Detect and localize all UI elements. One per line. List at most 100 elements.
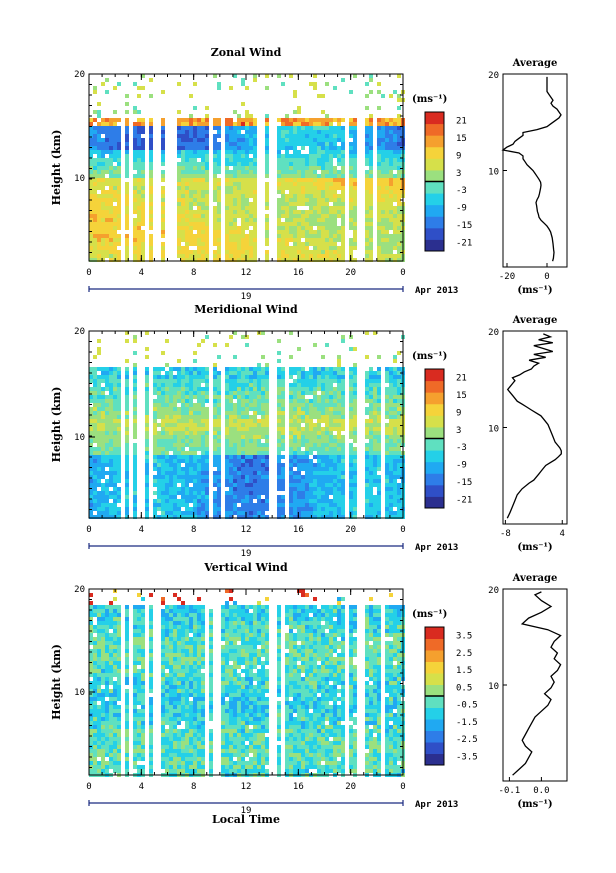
heatmap-cell (213, 431, 217, 435)
heatmap-cell (101, 507, 105, 511)
heatmap-cell (349, 202, 353, 206)
heatmap-cell (225, 118, 229, 122)
heatmap-cell (205, 162, 209, 166)
heatmap-cell (289, 258, 293, 262)
heatmap-cell (201, 194, 205, 198)
heatmap-cell (93, 467, 97, 471)
heatmap-cell (381, 122, 385, 126)
heatmap-cell (181, 214, 185, 218)
heatmap-cell (249, 407, 253, 411)
heatmap-cell (389, 503, 393, 507)
heatmap-cell (257, 363, 261, 367)
heatmap-cell (321, 387, 325, 391)
heatmap-cell (265, 463, 269, 467)
heatmap-cell (237, 395, 241, 399)
heatmap-cell (125, 254, 129, 258)
heatmap-cell (329, 435, 333, 439)
heatmap-cell (313, 479, 317, 483)
heatmap-cell (337, 451, 341, 455)
heatmap-cell (321, 222, 325, 226)
heatmap-cell (265, 383, 269, 387)
heatmap-cell (93, 507, 97, 511)
heatmap-cell (241, 375, 245, 379)
heatmap-cell (141, 210, 145, 214)
heatmap-cell (325, 206, 329, 210)
heatmap-cell (101, 198, 105, 202)
heatmap-cell (189, 471, 193, 475)
heatmap-cell (233, 230, 237, 234)
heatmap-cell (289, 186, 293, 190)
heatmap-cell (97, 467, 101, 471)
heatmap-cell (125, 499, 129, 503)
heatmap-cell (373, 471, 377, 475)
heatmap-cell (297, 427, 301, 431)
heatmap-cell (385, 423, 389, 427)
heatmap-cell (189, 427, 193, 431)
heatmap-cell (377, 355, 381, 359)
heatmap-cell (113, 423, 117, 427)
heatmap-cell (217, 483, 221, 487)
heatmap-cell (309, 367, 313, 371)
heatmap-cell (385, 503, 389, 507)
heatmap-cell (285, 122, 289, 126)
heatmap-cell (165, 495, 169, 499)
heatmap-cell (385, 511, 389, 515)
heatmap-cell (321, 122, 325, 126)
heatmap-cell (177, 439, 181, 443)
heatmap-cell (341, 367, 345, 371)
heatmap-cell (385, 138, 389, 142)
heatmap-cell (261, 407, 265, 411)
heatmap-cell (245, 507, 249, 511)
heatmap-cell (205, 178, 209, 182)
heatmap-cell (341, 483, 345, 487)
heatmap-cell (393, 375, 397, 379)
heatmap-cell (225, 142, 229, 146)
colorbar-segment (425, 227, 444, 240)
heatmap-cell (325, 242, 329, 246)
heatmap-cell (201, 459, 205, 463)
heatmap-cell (389, 174, 393, 178)
heatmap-cell (385, 491, 389, 495)
heatmap-cell (301, 198, 305, 202)
heatmap-cell (397, 226, 401, 230)
heatmap-cell (165, 387, 169, 391)
heatmap-cell (241, 234, 245, 238)
heatmap-cell (393, 495, 397, 499)
heatmap-cell (317, 182, 321, 186)
average-y-tick: 10 (488, 425, 499, 435)
heatmap-cell (333, 443, 337, 447)
heatmap-cell (93, 242, 97, 246)
heatmap-cell (237, 242, 241, 246)
heatmap-cell (305, 443, 309, 447)
heatmap-cell (365, 146, 369, 150)
heatmap-cell (313, 238, 317, 242)
heatmap-cell (389, 94, 393, 98)
heatmap-cell (245, 154, 249, 158)
heatmap-cell (257, 383, 261, 387)
heatmap-cell (157, 367, 161, 371)
heatmap-cell (393, 355, 397, 359)
heatmap-cell (397, 471, 401, 475)
heatmap-cell (293, 130, 297, 134)
heatmap-cell (237, 431, 241, 435)
heatmap-cell (97, 174, 101, 178)
heatmap-cell (249, 431, 253, 435)
heatmap-cell (229, 451, 233, 455)
heatmap-cell (369, 471, 373, 475)
heatmap-cell (153, 415, 157, 419)
heatmap-cell (109, 475, 113, 479)
heatmap-cell (109, 138, 113, 142)
heatmap-cell (377, 371, 381, 375)
heatmap-cell (225, 150, 229, 154)
heatmap-cell (205, 158, 209, 162)
heatmap-cell (101, 158, 105, 162)
heatmap-cell (133, 218, 137, 222)
heatmap-cell (117, 435, 121, 439)
heatmap-cell (141, 178, 145, 182)
heatmap-cell (245, 86, 249, 90)
heatmap-cell (341, 419, 345, 423)
heatmap-cell (217, 379, 221, 383)
heatmap-cell (285, 258, 289, 262)
heatmap-cell (217, 258, 221, 262)
heatmap-cell (265, 371, 269, 375)
